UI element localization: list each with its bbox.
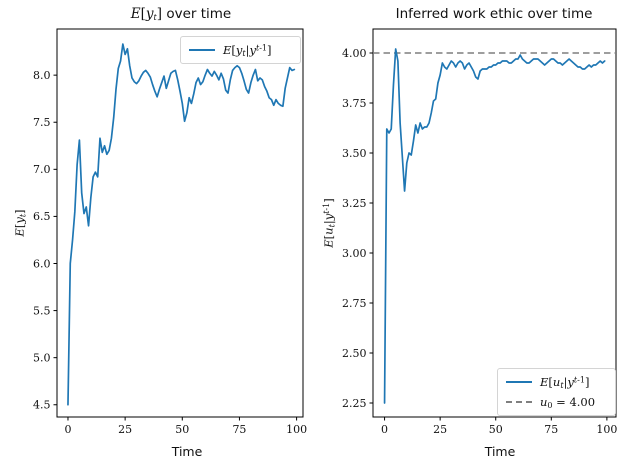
title-text-part: over time: [162, 6, 232, 22]
legend-label: u0 = 4.00: [540, 394, 596, 410]
left-chart: 0 25 50 75 100 4.5 5.0 5.5 6.0 6.5 7.0 7.5 8.0: [33, 28, 307, 436]
y-tick-label: 6.0: [33, 257, 51, 270]
legend-entry: E[yt|yt-1]: [189, 41, 292, 59]
y-tick-label: 2.75: [342, 297, 367, 310]
legend-label: E[yt|yt-1]: [223, 42, 272, 58]
title-text-part: Inferred work ethic over time: [395, 6, 593, 22]
left-x-axis-label: Time: [171, 444, 203, 459]
data-line: [67, 43, 296, 406]
right-chart-title: Inferred work ethic over time: [396, 6, 593, 22]
y-tick-label: 2.50: [342, 347, 367, 360]
x-tick-label: 50: [175, 423, 189, 436]
x-tick-label: 75: [232, 423, 246, 436]
plot-frame: [56, 28, 304, 418]
y-tick-label: 3.00: [342, 247, 367, 260]
y-tick-label: 3.25: [342, 197, 367, 210]
y-tick-label: 7.5: [33, 116, 51, 129]
x-tick-label: 50: [489, 423, 503, 436]
y-tick-label: 8.0: [33, 69, 51, 82]
y-axis-ticks: 4.5 5.0 5.5 6.0 6.5 7.0 7.5 8.0: [33, 69, 57, 412]
y-tick-label: 6.5: [33, 210, 51, 223]
x-tick-label: 0: [381, 423, 388, 436]
left-y-axis-label: E[yt]: [12, 209, 28, 237]
right-chart: 0 25 50 75 100 2.25 2.50 2.75 3.00 3.25 3.50 3.75 4.…: [342, 28, 617, 436]
x-tick-label: 75: [544, 423, 558, 436]
y-axis-ticks: 2.25 2.50 2.75 3.00 3.25 3.50 3.75 4.00: [342, 47, 373, 410]
legend-entry: u0 = 4.00: [506, 393, 607, 411]
legend-entry: E[ut|yt-1]: [506, 373, 607, 391]
y-tick-label: 7.0: [33, 163, 51, 176]
legend-label: E[ut|yt-1]: [540, 374, 590, 390]
y-tick-label: 3.50: [342, 147, 367, 160]
x-tick-label: 0: [64, 423, 71, 436]
x-axis-ticks: 0 25 50 75 100: [64, 417, 307, 436]
legend-line-sample: [189, 49, 215, 51]
legend-line-sample: [506, 401, 532, 403]
y-tick-label: 5.0: [33, 351, 51, 364]
right-x-axis-label: Time: [484, 444, 516, 459]
x-tick-label: 25: [433, 423, 447, 436]
right-chart-legend: E[ut|yt-1] u0 = 4.00: [497, 368, 616, 416]
x-tick-label: 25: [118, 423, 132, 436]
left-chart-legend: E[yt|yt-1]: [180, 36, 301, 64]
y-tick-label: 4.5: [33, 399, 51, 412]
y-tick-label: 2.25: [342, 397, 367, 410]
x-tick-label: 100: [286, 423, 307, 436]
left-chart-title: E[yt] over time: [131, 6, 231, 22]
right-y-axis-label: E[ut|yt-1]: [321, 198, 337, 248]
x-tick-label: 100: [596, 423, 617, 436]
plot-frame: [372, 28, 617, 418]
title-math-part: E[yt]: [130, 6, 163, 22]
data-line: [383, 48, 606, 404]
y-tick-label: 3.75: [342, 97, 367, 110]
y-tick-label: 5.5: [33, 304, 51, 317]
y-tick-label: 4.00: [342, 47, 367, 60]
legend-line-sample: [506, 381, 532, 383]
x-axis-ticks: 0 25 50 75 100: [381, 417, 617, 436]
